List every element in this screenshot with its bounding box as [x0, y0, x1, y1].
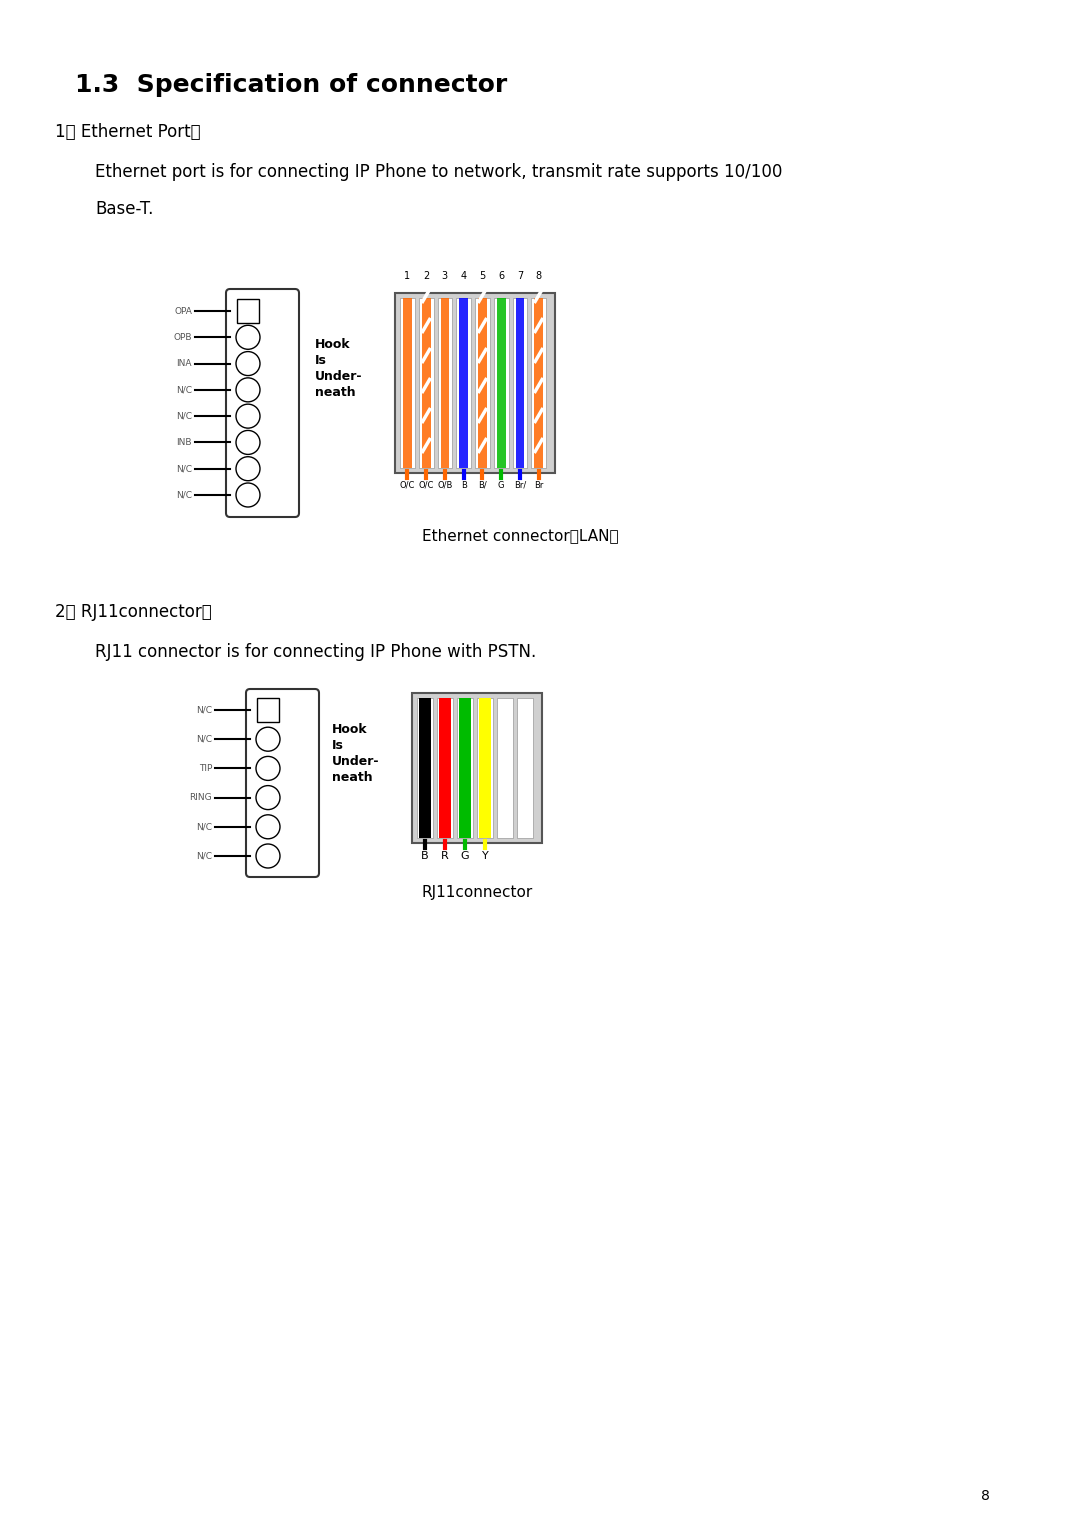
- Text: N/C: N/C: [195, 735, 212, 744]
- Text: 7: 7: [516, 270, 523, 281]
- Text: 1、 Ethernet Port：: 1、 Ethernet Port：: [55, 122, 201, 141]
- Text: 4: 4: [460, 270, 467, 281]
- Bar: [403, 298, 411, 468]
- Text: R: R: [441, 851, 449, 860]
- Bar: [535, 298, 543, 468]
- Bar: [459, 298, 468, 468]
- Bar: [257, 698, 279, 723]
- Text: OPA: OPA: [174, 307, 192, 315]
- Text: 5: 5: [480, 270, 486, 281]
- Bar: [480, 698, 491, 837]
- Text: RING: RING: [189, 793, 212, 802]
- Text: 1: 1: [404, 270, 410, 281]
- Bar: [497, 298, 505, 468]
- Text: TIP: TIP: [199, 764, 212, 773]
- Text: N/C: N/C: [195, 822, 212, 831]
- Text: O/B: O/B: [437, 481, 453, 490]
- Text: N/C: N/C: [176, 465, 192, 474]
- Bar: [441, 298, 449, 468]
- Text: 2: 2: [423, 270, 429, 281]
- Text: Hook
Is
Under-
neath: Hook Is Under- neath: [332, 723, 379, 784]
- Text: G: G: [498, 481, 504, 490]
- Text: N/C: N/C: [195, 706, 212, 715]
- Text: 3: 3: [442, 270, 448, 281]
- Bar: [438, 698, 451, 837]
- Text: N/C: N/C: [195, 851, 212, 860]
- Bar: [419, 698, 431, 837]
- Text: 6: 6: [498, 270, 504, 281]
- Text: Br/: Br/: [514, 481, 526, 490]
- Bar: [422, 298, 431, 468]
- Text: Br: Br: [534, 481, 543, 490]
- Bar: [515, 298, 524, 468]
- Bar: [400, 298, 415, 468]
- Bar: [477, 698, 492, 837]
- Bar: [497, 698, 513, 837]
- Text: B/: B/: [478, 481, 487, 490]
- Bar: [237, 299, 259, 322]
- FancyBboxPatch shape: [226, 289, 299, 516]
- Text: N/C: N/C: [176, 411, 192, 420]
- Bar: [478, 298, 487, 468]
- Bar: [457, 698, 473, 837]
- Text: 1.3  Specification of connector: 1.3 Specification of connector: [75, 73, 508, 96]
- Text: B: B: [421, 851, 429, 860]
- Text: 2、 RJ11connector：: 2、 RJ11connector：: [55, 604, 212, 620]
- FancyBboxPatch shape: [246, 689, 319, 877]
- Text: Base-T.: Base-T.: [95, 200, 153, 219]
- Bar: [459, 698, 471, 837]
- Text: RJ11 connector is for connecting IP Phone with PSTN.: RJ11 connector is for connecting IP Phon…: [95, 643, 537, 662]
- Bar: [513, 298, 527, 468]
- Text: INB: INB: [176, 439, 192, 446]
- Bar: [517, 698, 534, 837]
- Text: INA: INA: [176, 359, 192, 368]
- Bar: [475, 298, 489, 468]
- Bar: [417, 698, 433, 837]
- Bar: [437, 298, 453, 468]
- Text: O/C: O/C: [400, 481, 415, 490]
- Text: O/C: O/C: [418, 481, 434, 490]
- Text: Ethernet port is for connecting IP Phone to network, transmit rate supports 10/1: Ethernet port is for connecting IP Phone…: [95, 163, 782, 180]
- Text: B: B: [461, 481, 467, 490]
- Text: 8: 8: [981, 1488, 990, 1504]
- Bar: [437, 698, 453, 837]
- Bar: [456, 298, 471, 468]
- Bar: [419, 298, 433, 468]
- Text: Y: Y: [482, 851, 488, 860]
- Text: OPB: OPB: [174, 333, 192, 342]
- Bar: [411, 694, 542, 843]
- Bar: [494, 298, 509, 468]
- Bar: [395, 293, 555, 474]
- Bar: [531, 298, 546, 468]
- Text: N/C: N/C: [176, 385, 192, 394]
- Text: Hook
Is
Under-
neath: Hook Is Under- neath: [315, 338, 363, 399]
- Text: RJ11connector: RJ11connector: [421, 885, 532, 900]
- Text: G: G: [461, 851, 470, 860]
- Text: N/C: N/C: [176, 490, 192, 500]
- Text: 8: 8: [536, 270, 542, 281]
- Text: Ethernet connector（LAN）: Ethernet connector（LAN）: [421, 529, 619, 542]
